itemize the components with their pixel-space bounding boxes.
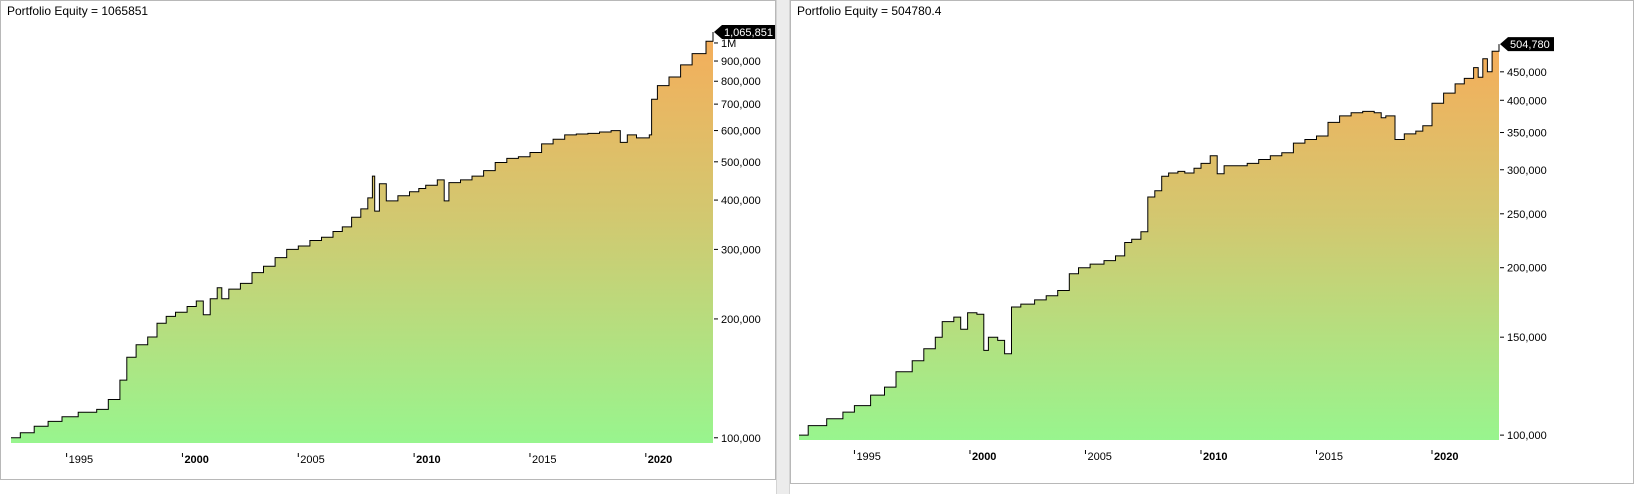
last-value-badge (714, 25, 775, 40)
x-axis-tick-label: 1995 (69, 454, 93, 466)
y-axis-tick-label: 400,000 (721, 195, 761, 207)
y-axis-tick-label: 300,000 (1507, 165, 1547, 177)
y-axis-tick-label: 100,000 (721, 433, 761, 445)
x-axis-tick-label: 2020 (1434, 451, 1458, 463)
x-axis-tick-label: 2005 (300, 454, 324, 466)
y-axis-tick-label: 250,000 (1507, 209, 1547, 221)
y-axis-tick-label: 350,000 (1507, 128, 1547, 140)
y-axis-tick-label: 200,000 (1507, 263, 1547, 275)
y-axis-tick-label: 300,000 (721, 244, 761, 256)
y-axis-tick-label: 600,000 (721, 126, 761, 138)
equity-line (799, 44, 1500, 436)
x-axis-tick-label: 2005 (1087, 451, 1111, 463)
y-axis-tick-label: 100,000 (1507, 430, 1547, 442)
y-axis-tick-label: 200,000 (721, 314, 761, 326)
y-axis-tick-label: 450,000 (1507, 67, 1547, 79)
equity-chart-right-panel: 1995 2000 2005 2010 2015 2020 100,000 150,000 20… (790, 0, 1634, 484)
pane-splitter[interactable] (776, 0, 790, 494)
y-axis-tick-label: 800,000 (721, 76, 761, 88)
equity-line (11, 32, 714, 439)
chart-title-left: Portfolio Equity = 1065851 (7, 4, 149, 18)
x-axis-tick-label: 2015 (532, 454, 556, 466)
chart-title-right: Portfolio Equity = 504780.4 (797, 4, 942, 18)
x-axis-tick-label: 2000 (184, 454, 208, 466)
equity-chart-left-panel: 1995 2000 2005 2010 2015 2020 100,000 200,000 30… (0, 0, 776, 480)
y-axis-tick-label: 1M (721, 38, 736, 50)
x-axis-tick-label: 1995 (856, 451, 880, 463)
x-axis-tick-label: 2010 (1203, 451, 1227, 463)
equity-area-fill (799, 44, 1499, 440)
y-axis-tick-label: 400,000 (1507, 95, 1547, 107)
last-value-label: 504,780 (1510, 39, 1550, 51)
y-axis-tick-label: 900,000 (721, 56, 761, 68)
y-axis-tick-label: 150,000 (1507, 332, 1547, 344)
equity-chart-left[interactable]: 1995 2000 2005 2010 2015 2020 100,000 200,000 30… (1, 1, 776, 480)
y-axis-tick-label: 700,000 (721, 99, 761, 111)
equity-chart-right[interactable]: 1995 2000 2005 2010 2015 2020 100,000 150,000 20… (791, 1, 1634, 484)
equity-area-fill (11, 32, 713, 443)
last-value-label: 1,065,851 (724, 27, 773, 39)
last-value-badge (1500, 37, 1554, 52)
x-axis-tick-label: 2000 (972, 451, 996, 463)
x-axis-tick-label: 2020 (648, 454, 672, 466)
x-axis-tick-label: 2015 (1318, 451, 1342, 463)
y-axis-tick-label: 500,000 (721, 157, 761, 169)
x-axis-tick-label: 2010 (416, 454, 440, 466)
